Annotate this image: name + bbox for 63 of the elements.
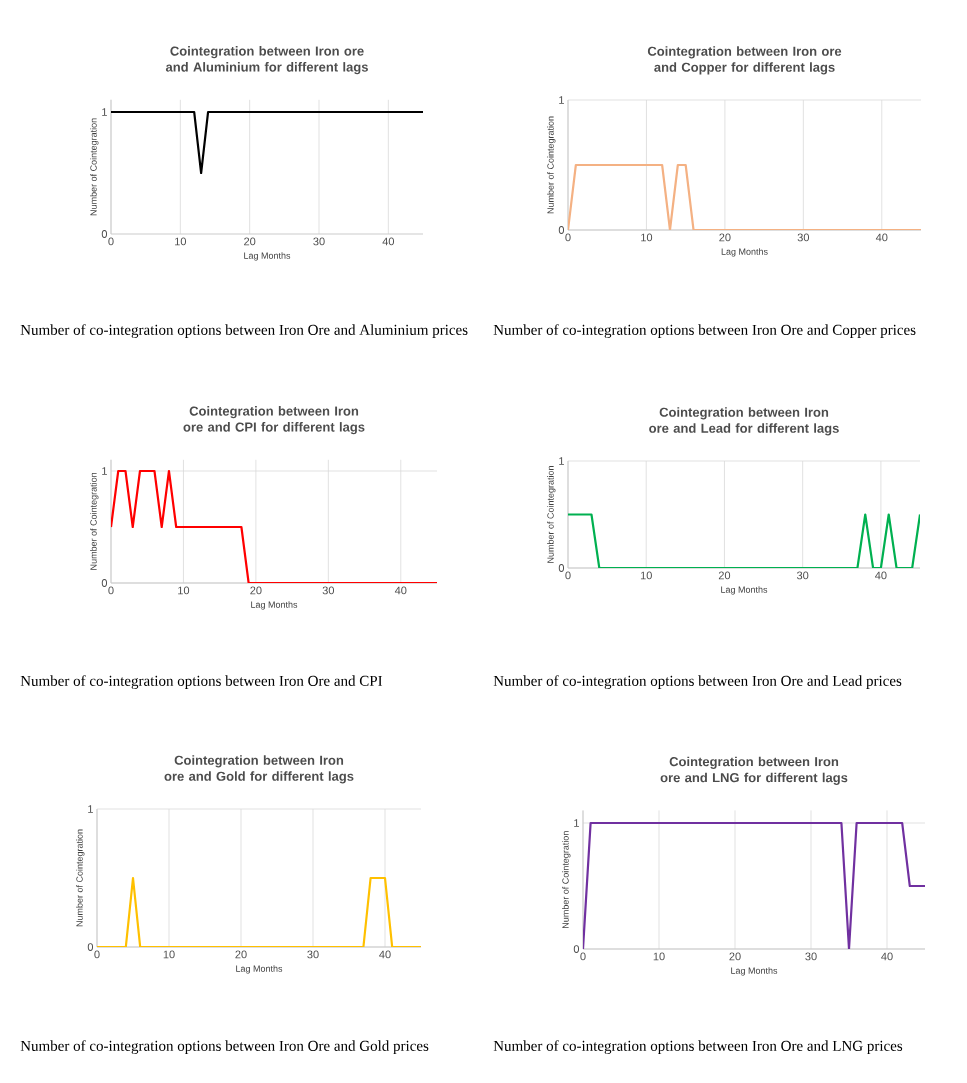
- y-tick-label: 1: [102, 108, 107, 116]
- x-tick-label: 30: [307, 950, 319, 959]
- y-tick-label: 1: [102, 467, 107, 475]
- x-tick-label: 30: [797, 233, 810, 242]
- x-tick-label: 10: [653, 952, 665, 961]
- chart-title: Cointegration between Iron ore and Gold for different lags: [164, 755, 354, 784]
- x-tick-label: 30: [805, 952, 817, 961]
- x-tick-label: 10: [640, 571, 652, 580]
- text: Number of co-integration options between Iron Ore and LNG prices: [493, 1040, 903, 1054]
- x-tick-label: 20: [235, 950, 247, 959]
- x-tick-label: 20: [250, 586, 262, 595]
- x-tick-label: 40: [382, 237, 395, 246]
- x-tick-label: 40: [881, 952, 893, 961]
- y-tick-label: 1: [559, 96, 564, 104]
- x-axis-title: Lag Months: [731, 967, 778, 976]
- y-tick-label: 1: [559, 457, 564, 465]
- y-tick-label: 1: [574, 819, 579, 827]
- x-tick-label: 40: [394, 586, 407, 595]
- chart-title: Cointegration between Iron ore and CPI for different lags: [183, 406, 365, 435]
- x-tick-label: 10: [175, 237, 187, 246]
- x-tick-label: 30: [796, 571, 809, 580]
- x-tick-label: 0: [565, 571, 571, 580]
- x-axis-title: Lag Months: [721, 586, 768, 595]
- text: Number of co-integration options between Iron Ore and CPI: [20, 675, 383, 689]
- x-tick-label: 30: [313, 237, 325, 246]
- x-tick-label: 0: [108, 237, 114, 246]
- chart-title: Cointegration between Iron ore and Copper for different lags: [647, 46, 842, 75]
- y-axis-title: Number of Cointegration: [547, 466, 556, 563]
- x-tick-label: 20: [244, 237, 256, 246]
- x-axis-title: Lag Months: [244, 252, 291, 261]
- x-tick-label: 20: [718, 571, 731, 580]
- x-axis-title: Lag Months: [721, 248, 768, 257]
- chart-title: Cointegration between Iron ore and Lead for different lags: [649, 407, 839, 436]
- x-axis-title: Lag Months: [251, 601, 298, 610]
- chart-title: Cointegration between Iron ore and LNG for different lags: [660, 756, 848, 785]
- x-tick-label: 20: [729, 952, 741, 961]
- x-tick-label: 40: [875, 571, 887, 580]
- y-tick-label: 0: [558, 564, 565, 572]
- x-tick-label: 40: [379, 950, 391, 959]
- x-tick-label: 20: [719, 233, 731, 242]
- x-tick-label: 10: [178, 586, 190, 595]
- x-tick-label: 0: [108, 586, 114, 595]
- text: Number of co-integration options between Iron Ore and Lead prices: [493, 675, 902, 689]
- y-axis-title: Number of Cointegration: [547, 116, 556, 214]
- x-tick-label: 10: [163, 950, 175, 959]
- x-tick-label: 10: [641, 233, 653, 242]
- y-tick-label: 0: [101, 579, 108, 587]
- x-tick-label: 30: [322, 586, 335, 595]
- text: Number of co-integration options between Iron Ore and Copper prices: [493, 324, 916, 338]
- text: Number of co-integration options between Iron Ore and Gold prices: [20, 1040, 429, 1054]
- y-axis-title: Number of Cointegration: [76, 829, 85, 927]
- x-tick-label: 0: [580, 952, 586, 961]
- y-axis-title: Number of Cointegration: [90, 118, 99, 216]
- chart-title: Cointegration between Iron ore and Aluminium for different lags: [165, 46, 368, 75]
- y-tick-label: 0: [558, 226, 565, 234]
- y-tick-label: 1: [88, 805, 93, 813]
- x-axis-title: Lag Months: [236, 965, 283, 974]
- x-tick-label: 40: [875, 233, 888, 242]
- y-axis-title: Number of Cointegration: [562, 831, 571, 928]
- text: Number of co-integration options between Iron Ore and Aluminium prices: [20, 324, 468, 338]
- y-axis-title: Number of Cointegration: [90, 472, 99, 570]
- x-tick-label: 0: [94, 950, 100, 959]
- x-tick-label: 0: [565, 233, 571, 242]
